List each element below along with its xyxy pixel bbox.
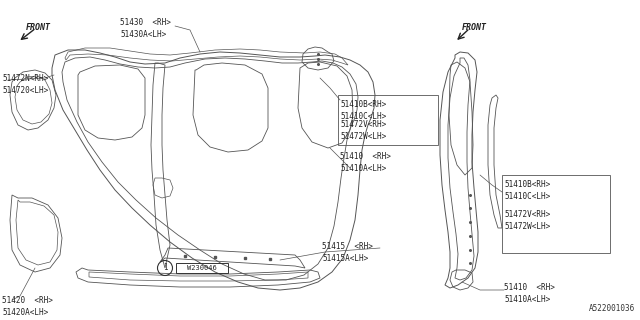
Text: 51410  <RH>
51410A<LH>: 51410 <RH> 51410A<LH> [340,152,391,173]
Text: 51472N<RH>
514720<LH>: 51472N<RH> 514720<LH> [2,74,48,95]
Text: 51410B<RH>
51410C<LH>: 51410B<RH> 51410C<LH> [504,180,550,201]
Text: A522001036: A522001036 [589,304,635,313]
Bar [176,263,228,273]
Text: 51430  <RH>
51430A<LH>: 51430 <RH> 51430A<LH> [120,18,171,39]
Text: 51415  <RH>
51415A<LH>: 51415 <RH> 51415A<LH> [322,242,373,263]
Text: 51420  <RH>
51420A<LH>: 51420 <RH> 51420A<LH> [2,296,53,317]
Text: 51472V<RH>
51472W<LH>: 51472V<RH> 51472W<LH> [504,210,550,231]
Text: W230046: W230046 [187,265,217,271]
Text: FRONT: FRONT [462,23,487,32]
Text: 51472V<RH>
51472W<LH>: 51472V<RH> 51472W<LH> [340,120,387,141]
Bar [502,175,610,253]
Text: FRONT: FRONT [26,23,51,32]
Text: 51410  <RH>
51410A<LH>: 51410 <RH> 51410A<LH> [504,283,555,304]
Bar [338,95,438,145]
Text: 51410B<RH>
51410C<LH>: 51410B<RH> 51410C<LH> [340,100,387,121]
Text: 1: 1 [163,263,167,273]
